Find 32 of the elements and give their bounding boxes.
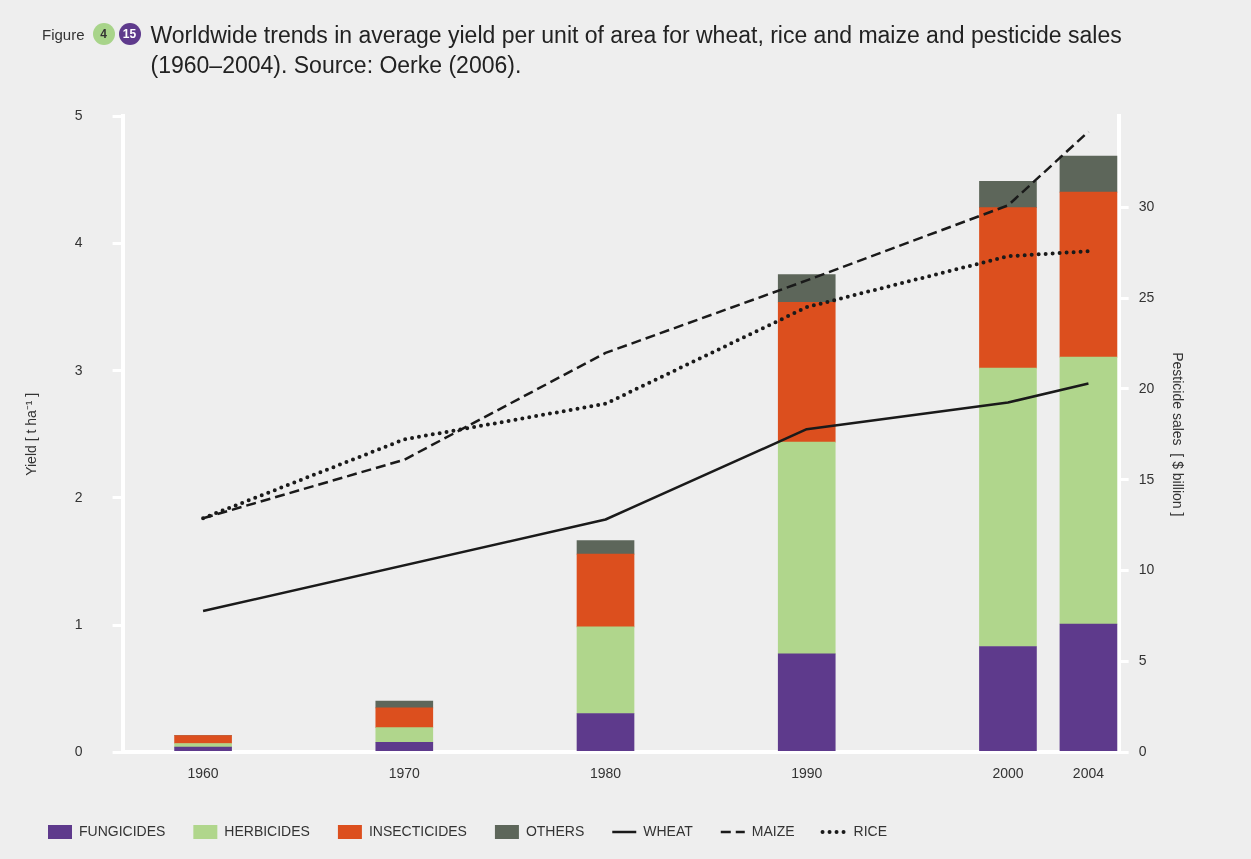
- y-tick-label: 1: [74, 615, 83, 632]
- legend-label: MAIZE: [751, 822, 795, 839]
- x-tick-label: 1970: [388, 765, 421, 782]
- x-tick-label: 2000: [992, 765, 1024, 782]
- y2-tick-label: 0: [1138, 743, 1147, 760]
- text: 15: [118, 23, 141, 45]
- y-axis-title: Yield [ t ha⁻¹ ]: [23, 392, 40, 476]
- y-tick-label: 2: [74, 488, 83, 505]
- x-tick-label: 1960: [187, 765, 219, 782]
- x-tick-label: 1980: [589, 765, 622, 782]
- y2-tick-label: 20: [1138, 379, 1155, 396]
- legend-label: RICE: [853, 822, 888, 839]
- x-tick-label: 2004: [1072, 765, 1105, 782]
- text: Figure: [42, 26, 85, 43]
- y-tick-label: 4: [74, 234, 83, 251]
- chart-title: Worldwide trends in average yield per unit of area for wheat, rice and maize and pesticide sales (1960–2004). Source: Oerke (2006).: [150, 21, 1123, 80]
- legend-label: OTHERS: [525, 822, 585, 839]
- y-tick-label: 0: [74, 743, 83, 760]
- legend-label: WHEAT: [643, 822, 694, 839]
- y2-tick-label: 25: [1138, 288, 1155, 305]
- y2-tick-label: 10: [1138, 561, 1155, 578]
- x-tick-label: 1990: [791, 765, 823, 782]
- legend-label: FUNGICIDES: [79, 822, 166, 839]
- legend-label: HERBICIDES: [224, 822, 310, 839]
- y-tick-label: 5: [74, 107, 83, 124]
- legend-label: INSECTICIDES: [368, 822, 467, 839]
- y2-tick-label: 5: [1138, 652, 1147, 669]
- y2-tick-label: 30: [1138, 198, 1155, 215]
- y2-tick-label: 15: [1138, 470, 1155, 487]
- text: 4: [92, 23, 115, 45]
- y-tick-label: 3: [74, 361, 83, 378]
- y2-axis-title: Pesticide sales [ $ billion ]: [1169, 352, 1186, 517]
